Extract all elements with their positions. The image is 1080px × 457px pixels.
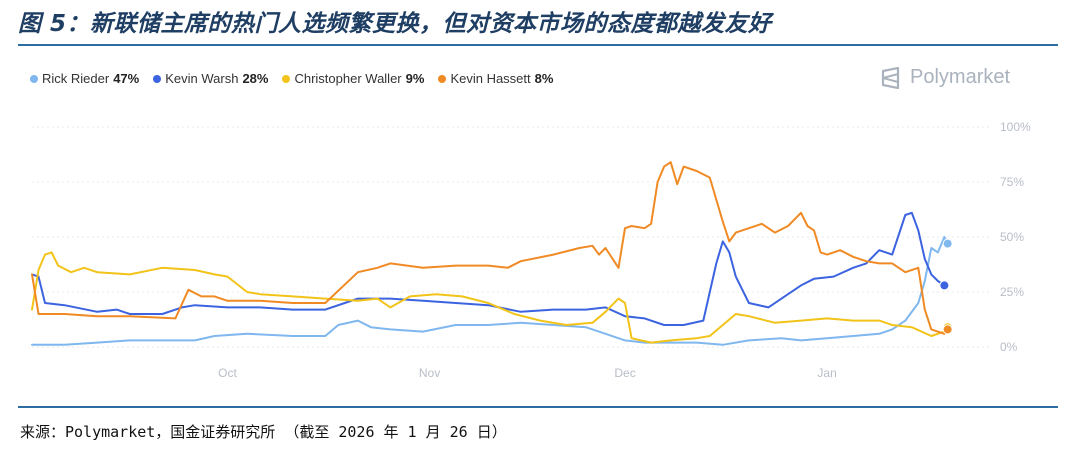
polymarket-logo-icon	[881, 66, 900, 89]
end-marker	[939, 280, 950, 291]
figure-title: 图 5：新联储主席的热门人选频繁更换，但对资本市场的态度都越发友好	[18, 11, 772, 37]
source-rule	[18, 406, 1058, 408]
series-line-kevin-hassett	[31, 161, 949, 335]
legend-percent: 9%	[405, 71, 425, 86]
chart-legend: Rick Rieder 47% Kevin Warsh 28% Christop…	[30, 71, 553, 86]
x-tick-label: Dec	[614, 366, 635, 380]
series-line-rick-rieder	[31, 236, 949, 346]
legend-percent: 28%	[242, 71, 269, 86]
y-tick-label: 100%	[1000, 120, 1031, 134]
legend-dot-icon	[438, 74, 447, 83]
x-tick-label: Jan	[817, 366, 836, 380]
y-tick-label: 50%	[1000, 230, 1024, 244]
legend-item-christopher-waller: Christopher Waller 9%	[282, 71, 424, 86]
legend-percent: 47%	[113, 71, 140, 86]
end-marker	[942, 238, 953, 249]
legend-label: Christopher Waller	[294, 71, 402, 86]
series-line-christopher-waller	[31, 251, 949, 344]
legend-item-rick-rieder: Rick Rieder 47%	[30, 71, 139, 86]
series-line-kevin-warsh	[31, 211, 946, 326]
legend-label: Kevin Hassett	[450, 71, 531, 86]
legend-dot-icon	[282, 74, 291, 83]
legend-item-kevin-warsh: Kevin Warsh 28%	[153, 71, 268, 86]
source-note: 来源：Polymarket，国金证券研究所 （截至 2026 年 1 月 26 …	[20, 423, 507, 441]
legend-label: Kevin Warsh	[165, 71, 239, 86]
y-tick-label: 25%	[1000, 285, 1024, 299]
legend-dot-icon	[153, 74, 162, 83]
x-tick-label: Oct	[218, 366, 237, 380]
x-tick-label: Nov	[419, 366, 440, 380]
legend-dot-icon	[30, 74, 38, 83]
polymarket-brand: Polymarket	[880, 66, 1010, 89]
title-rule	[18, 44, 1058, 46]
brand-name: Polymarket	[910, 66, 1011, 88]
legend-percent: 8%	[534, 71, 554, 86]
y-tick-label: 0%	[1000, 340, 1018, 354]
y-tick-label: 75%	[1000, 175, 1024, 189]
legend-item-kevin-hassett: Kevin Hassett 8%	[438, 71, 553, 86]
end-marker	[942, 324, 953, 335]
legend-label: Rick Rieder	[42, 71, 110, 86]
